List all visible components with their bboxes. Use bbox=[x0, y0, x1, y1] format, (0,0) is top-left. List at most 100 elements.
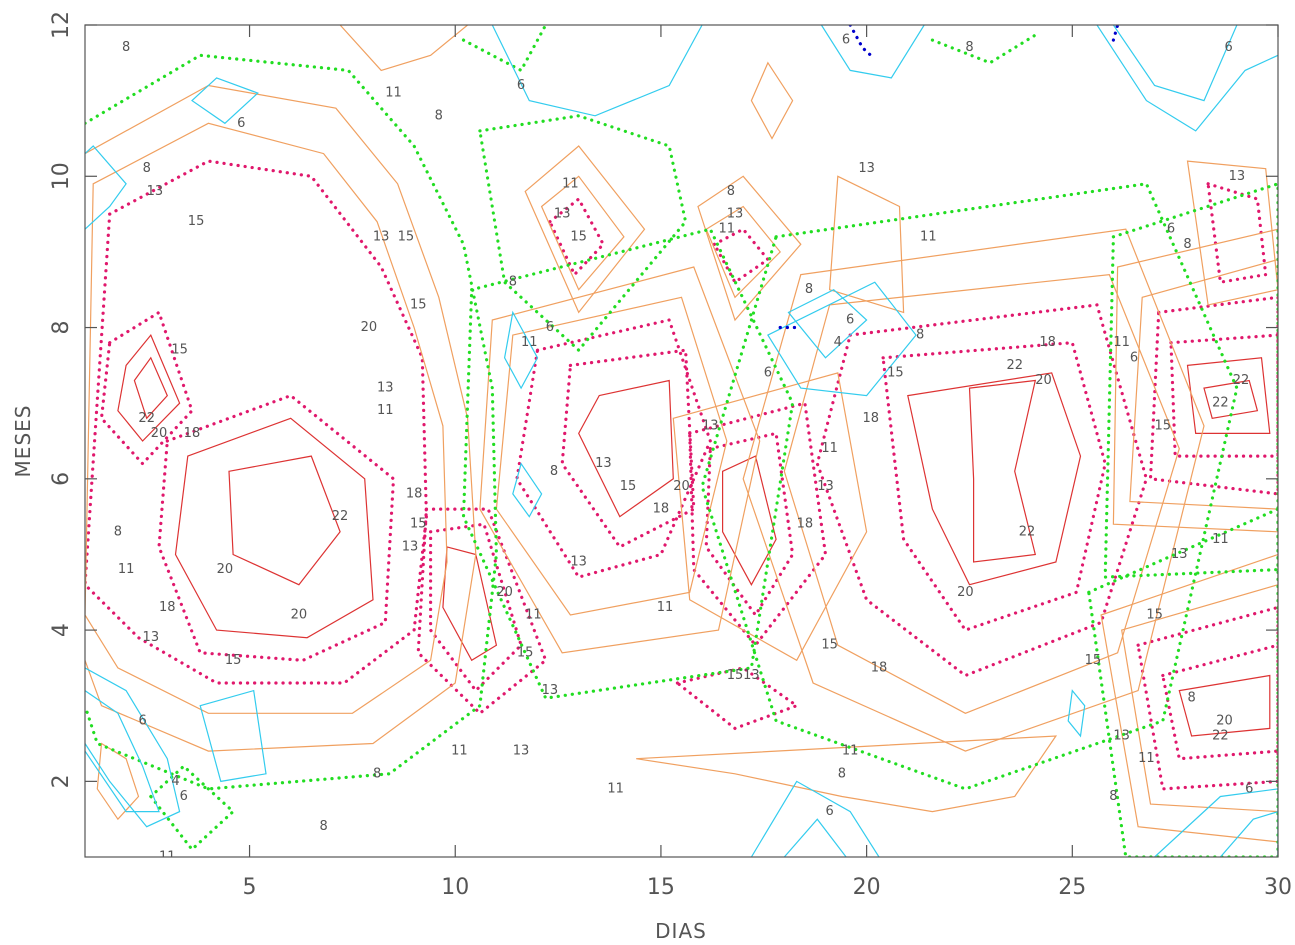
contour-label: 22 bbox=[138, 411, 155, 426]
contour-label: 13 bbox=[143, 630, 160, 645]
contour-label: 15 bbox=[188, 214, 205, 229]
contour-label: 8 bbox=[435, 108, 443, 123]
contour-line-15 bbox=[815, 303, 1149, 678]
x-axis-title: DIAS bbox=[655, 919, 707, 943]
contour-label: 15 bbox=[171, 343, 188, 358]
contour-label: 6 bbox=[180, 789, 188, 804]
contour-line-6 bbox=[1154, 788, 1278, 857]
contour-label: 11 bbox=[607, 781, 624, 796]
contour-line-6 bbox=[191, 77, 259, 125]
contour-line-11 bbox=[1112, 228, 1278, 533]
contour-line-18 bbox=[99, 309, 194, 467]
contour-label: 6 bbox=[846, 312, 854, 327]
contour-label: 20 bbox=[217, 562, 234, 577]
contour-line-8 bbox=[85, 53, 499, 791]
contour-line-20 bbox=[907, 372, 1082, 586]
contour-line-13 bbox=[672, 372, 868, 662]
contour-line-22 bbox=[968, 379, 1037, 563]
contour-line-15 bbox=[1136, 605, 1278, 791]
contour-line-13 bbox=[1129, 258, 1278, 510]
contour-label: 15 bbox=[887, 365, 904, 380]
contour-line-22 bbox=[1203, 379, 1259, 419]
contour-label: 15 bbox=[727, 668, 744, 683]
contour-label: 22 bbox=[1212, 728, 1229, 743]
contour-line-11 bbox=[636, 735, 1058, 813]
contour-label: 11 bbox=[1138, 751, 1155, 766]
contour-line-4 bbox=[1112, 25, 1238, 102]
contour-line-6 bbox=[503, 310, 539, 390]
contour-line-4 bbox=[1219, 810, 1278, 857]
contour-line-8 bbox=[930, 31, 1041, 65]
contour-label: 11 bbox=[377, 403, 394, 418]
contour-label: 20 bbox=[361, 320, 378, 335]
contour-label: 18 bbox=[862, 411, 879, 426]
contour-line-6 bbox=[85, 667, 181, 828]
contour-label: 11 bbox=[118, 562, 135, 577]
contour-label: 8 bbox=[916, 328, 924, 343]
contour-label: 6 bbox=[1130, 350, 1138, 365]
contour-line-11 bbox=[828, 175, 905, 314]
contour-label: 8 bbox=[805, 282, 813, 297]
y-tick-label: 12 bbox=[49, 11, 74, 39]
contour-label: 8 bbox=[965, 40, 973, 55]
contour-line-2 bbox=[848, 25, 873, 57]
contour-line-6 bbox=[1096, 25, 1278, 132]
contour-label: 8 bbox=[1187, 691, 1195, 706]
contour-line-11 bbox=[1100, 553, 1278, 843]
x-tick-label: 25 bbox=[1058, 875, 1086, 900]
contour-line-15 bbox=[688, 401, 828, 648]
contour-line-18 bbox=[1160, 643, 1278, 761]
contour-label: 6 bbox=[1167, 222, 1175, 237]
y-tick-label: 4 bbox=[49, 623, 74, 637]
contour-label: 8 bbox=[550, 464, 558, 479]
contour-line-2 bbox=[1111, 25, 1120, 42]
contour-label: 11 bbox=[1113, 335, 1130, 350]
contour-line-11 bbox=[96, 742, 140, 821]
x-tick-label: 20 bbox=[853, 875, 881, 900]
contour-line-8 bbox=[700, 182, 1239, 791]
contour-line-20 bbox=[442, 546, 498, 662]
contour-line-13 bbox=[540, 175, 625, 291]
contour-label: 11 bbox=[521, 335, 538, 350]
y-tick-label: 8 bbox=[49, 321, 74, 335]
plot-frame bbox=[84, 24, 1279, 858]
contour-line-13 bbox=[705, 205, 782, 299]
contour-line-22 bbox=[228, 455, 341, 586]
contour-line-11 bbox=[697, 175, 802, 322]
contour-label: 15 bbox=[620, 479, 637, 494]
contour-label: 18 bbox=[159, 600, 176, 615]
x-tick-label: 10 bbox=[441, 875, 469, 900]
contour-label: 13 bbox=[1171, 547, 1188, 562]
contour-line-20 bbox=[722, 455, 777, 586]
contour-label: 11 bbox=[159, 850, 176, 865]
contour-label: 13 bbox=[570, 555, 587, 570]
contour-line-20 bbox=[117, 333, 181, 442]
contour-label: 20 bbox=[1035, 373, 1052, 388]
contour-label: 20 bbox=[673, 479, 690, 494]
contour-label: 18 bbox=[406, 486, 423, 501]
contour-line-15 bbox=[712, 227, 771, 285]
contour-label: 18 bbox=[184, 426, 201, 441]
contour-label: 6 bbox=[138, 713, 146, 728]
contour-label: 8 bbox=[838, 766, 846, 781]
contour-line-11 bbox=[85, 84, 477, 752]
contour-label: 8 bbox=[122, 40, 130, 55]
contour-label: 6 bbox=[517, 78, 525, 93]
contour-line-4 bbox=[85, 690, 160, 813]
contour-line-15 bbox=[547, 196, 606, 278]
contour-line-11 bbox=[479, 266, 761, 654]
contour-label: 8 bbox=[114, 524, 122, 539]
contour-label: 11 bbox=[842, 744, 859, 759]
contour-line-11 bbox=[524, 145, 646, 314]
contour-line-11 bbox=[339, 25, 468, 72]
contour-label: 6 bbox=[764, 365, 772, 380]
contour-label: 15 bbox=[1155, 418, 1172, 433]
y-tick-label: 2 bbox=[49, 774, 74, 788]
contour-line-15 bbox=[85, 159, 429, 685]
contour-label: 11 bbox=[385, 86, 402, 101]
contour-line-6 bbox=[85, 145, 127, 230]
contour-label: 8 bbox=[319, 819, 327, 834]
contour-label: 15 bbox=[821, 638, 838, 653]
